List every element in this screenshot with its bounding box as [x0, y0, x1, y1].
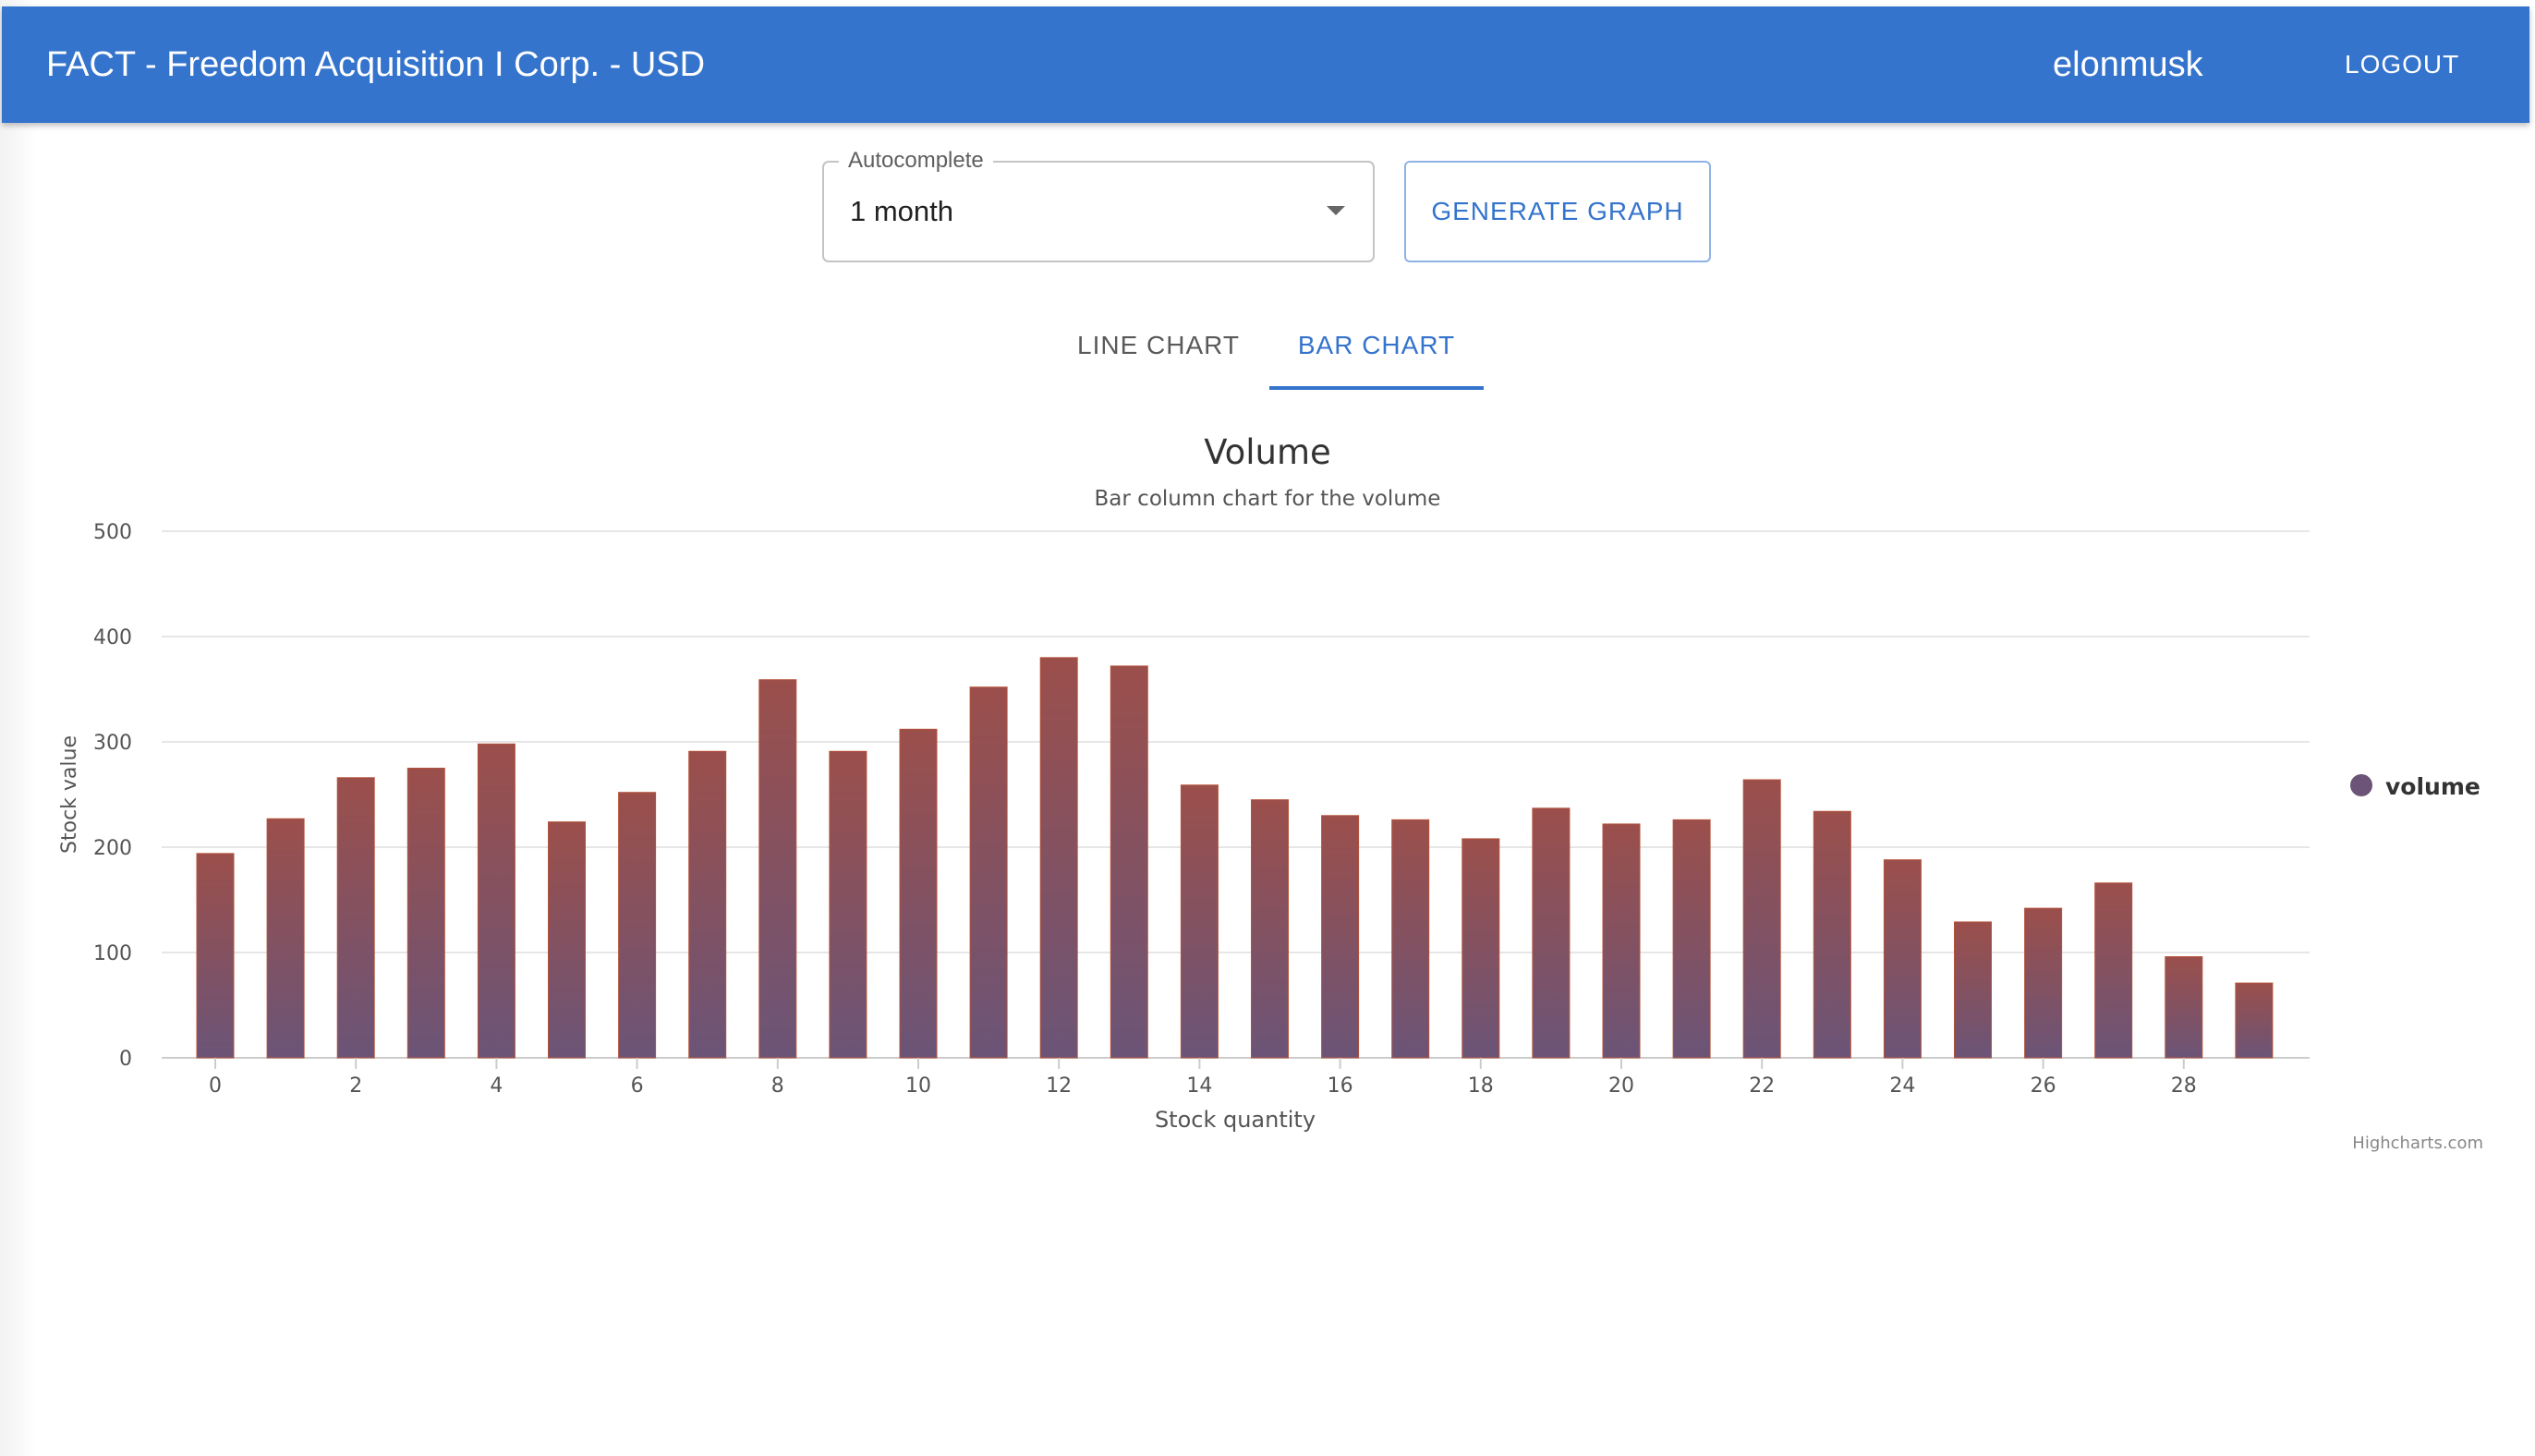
bar[interactable]: [406, 768, 445, 1059]
bar[interactable]: [688, 750, 727, 1059]
chart-title: Volume: [1204, 432, 1331, 472]
bar[interactable]: [1742, 779, 1781, 1059]
active-tab-indicator: [1269, 386, 1484, 390]
bar[interactable]: [2094, 882, 2133, 1059]
period-select[interactable]: Autocomplete 1 month: [822, 148, 1375, 262]
bar[interactable]: [2235, 982, 2274, 1059]
legend-marker[interactable]: [2350, 774, 2372, 796]
bar[interactable]: [1954, 921, 1992, 1059]
bar[interactable]: [1039, 657, 1078, 1059]
x-tick-label: 12: [1046, 1074, 1072, 1098]
bar[interactable]: [2165, 956, 2203, 1059]
bar[interactable]: [1602, 823, 1641, 1059]
chart-credits[interactable]: Highcharts.com: [2352, 1134, 2483, 1153]
generate-graph-button[interactable]: GENERATE GRAPH: [1404, 161, 1711, 262]
bar[interactable]: [266, 818, 305, 1059]
x-tick-label: 20: [1608, 1074, 1634, 1098]
bar[interactable]: [1672, 819, 1711, 1059]
bar[interactable]: [196, 853, 235, 1059]
x-tick-label: 18: [1468, 1074, 1494, 1098]
logout-button[interactable]: LOGOUT: [2345, 50, 2460, 79]
username: elonmusk: [2053, 45, 2203, 84]
x-tick-label: 14: [1186, 1074, 1212, 1098]
left-shadow: [0, 0, 37, 1456]
y-tick-label: 500: [93, 521, 132, 544]
y-tick-label: 200: [93, 837, 132, 860]
app-bar: FACT - Freedom Acquisition I Corp. - USD…: [2, 6, 2529, 123]
y-tick-label: 0: [119, 1048, 132, 1071]
y-tick-label: 100: [93, 942, 132, 965]
x-tick-label: 16: [1328, 1074, 1353, 1098]
bar[interactable]: [1321, 815, 1360, 1059]
bar[interactable]: [1813, 810, 1851, 1059]
chart-subtitle: Bar column chart for the volume: [1095, 487, 1441, 511]
x-tick-label: 0: [209, 1074, 222, 1098]
bar[interactable]: [1883, 859, 1922, 1059]
bar[interactable]: [969, 686, 1008, 1059]
x-tick-label: 26: [2031, 1074, 2056, 1098]
x-tick-label: 24: [1889, 1074, 1915, 1098]
bar[interactable]: [899, 728, 938, 1059]
bar[interactable]: [1532, 807, 1571, 1059]
tab-line-chart[interactable]: LINE CHART: [1077, 331, 1240, 359]
bar[interactable]: [1180, 784, 1219, 1059]
x-tick-label: 28: [2171, 1074, 2197, 1098]
bar[interactable]: [548, 821, 586, 1059]
y-tick-label: 300: [93, 732, 132, 755]
x-tick-label: 6: [631, 1074, 644, 1098]
x-tick-label: 2: [349, 1074, 362, 1098]
bar[interactable]: [1391, 819, 1430, 1059]
select-value: 1 month: [850, 195, 954, 227]
y-tick-label: 400: [93, 626, 132, 649]
x-tick-label: 8: [771, 1074, 784, 1098]
app-title: FACT - Freedom Acquisition I Corp. - USD: [46, 45, 706, 84]
y-axis-title: Stock value: [58, 735, 81, 854]
bar[interactable]: [336, 777, 375, 1059]
legend-label[interactable]: volume: [2385, 773, 2480, 800]
bar[interactable]: [1251, 799, 1289, 1059]
bar[interactable]: [1462, 838, 1500, 1059]
bar[interactable]: [2024, 907, 2063, 1059]
bar[interactable]: [1110, 665, 1148, 1059]
x-tick-label: 4: [490, 1074, 503, 1098]
volume-chart: Volume Bar column chart for the volume 0…: [58, 432, 2483, 1153]
bar[interactable]: [829, 750, 867, 1059]
x-tick-label: 22: [1749, 1074, 1775, 1098]
x-axis-title: Stock quantity: [1155, 1107, 1316, 1133]
caret-down-icon[interactable]: [1327, 206, 1345, 215]
select-label: Autocomplete: [839, 148, 993, 174]
tab-bar-chart[interactable]: BAR CHART: [1297, 331, 1456, 359]
bar[interactable]: [477, 743, 515, 1059]
bar[interactable]: [618, 792, 657, 1059]
bar[interactable]: [758, 679, 797, 1059]
x-tick-label: 10: [905, 1074, 931, 1098]
